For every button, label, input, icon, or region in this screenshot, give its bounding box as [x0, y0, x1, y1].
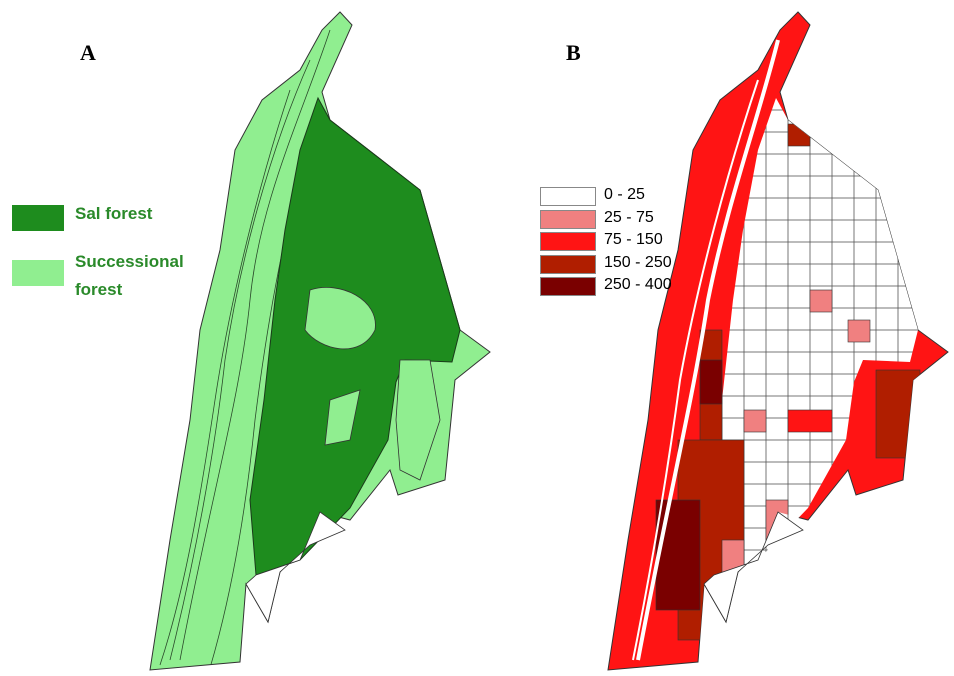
legend-label: Successional forest — [75, 248, 195, 304]
legend-swatch — [540, 277, 596, 296]
figure: A B Sal forest Successional forest 0 - 2… — [0, 0, 954, 676]
panel-label: A — [80, 40, 96, 66]
legend-swatch — [540, 255, 596, 274]
legend-swatch — [540, 210, 596, 229]
legend-label: 75 - 150 — [604, 231, 663, 249]
legend-swatch — [12, 260, 64, 286]
legend-swatch — [12, 205, 64, 231]
map-a — [150, 12, 490, 670]
legend-swatch — [540, 187, 596, 206]
maps — [0, 0, 954, 676]
legend-swatch — [540, 232, 596, 251]
legend-label: 0 - 25 — [604, 186, 645, 204]
panel-label: B — [566, 40, 581, 66]
legend-label: Sal forest — [75, 200, 152, 228]
legend-label: 25 - 75 — [604, 209, 654, 227]
legend-label: 250 - 400 — [604, 276, 672, 294]
legend-label: 150 - 250 — [604, 254, 672, 272]
map-b — [608, 12, 948, 670]
